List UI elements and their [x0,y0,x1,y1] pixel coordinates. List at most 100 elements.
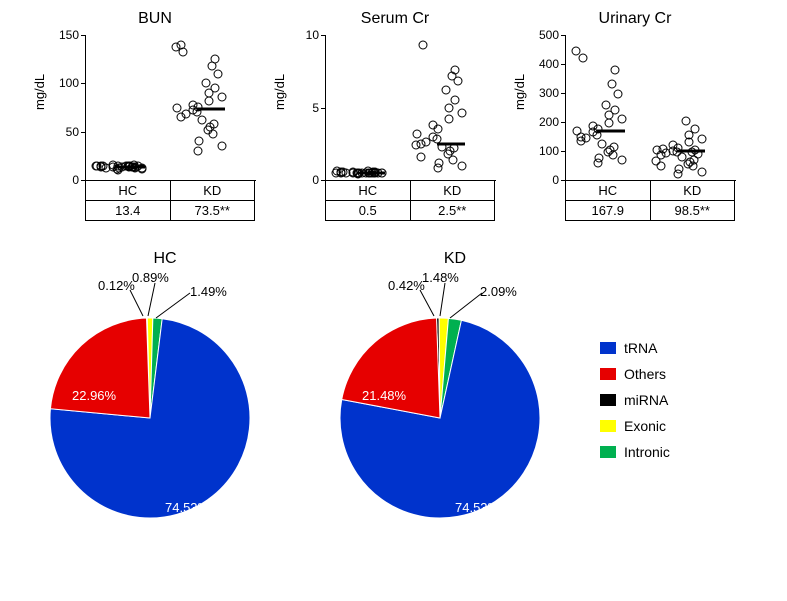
pie-title: HC [40,250,290,268]
median-bar [357,171,385,174]
data-point [690,125,699,134]
group-mean: 2.5** [410,201,495,221]
scatter-title: BUN [40,10,270,28]
data-point [682,116,691,125]
panel-b-row: b HC0.12%0.89%1.49%22.96%74.53%KD0.42%1.… [10,250,777,580]
data-point [598,139,607,148]
ytick-label: 300 [539,86,559,100]
ytick-label: 10 [306,28,319,42]
legend-label: miRNA [624,392,668,408]
ytick-label: 500 [539,28,559,42]
callout-line [440,283,445,316]
data-point [658,144,667,153]
legend-item-trna: tRNA [600,340,670,356]
legend-swatch [600,342,616,354]
ytick-label: 200 [539,115,559,129]
summary-table: HCKD13.473.5** [85,180,255,221]
pie-container: HC0.12%0.89%1.49%22.96%74.53%KD0.42%1.48… [40,250,580,580]
group-label: HC [566,181,651,201]
group-label: HC [86,181,171,201]
callout-line [148,283,155,316]
ytick-label: 0 [72,173,79,187]
median-bar [437,142,465,145]
legend-item-others: Others [600,366,670,382]
data-point [605,119,614,128]
group-label: KD [410,181,495,201]
group-mean: 0.5 [326,201,411,221]
y-axis-label: mg/dL [512,74,527,110]
pie-callout: 2.09% [480,284,517,299]
legend-swatch [600,368,616,380]
ytick-label: 0 [552,173,559,187]
data-point [669,141,678,150]
data-point [411,141,420,150]
data-point [617,156,626,165]
data-point [218,92,227,101]
data-point [613,90,622,99]
pie-svg [40,268,280,548]
pie-callout: 21.48% [362,388,406,403]
pie-svg [330,268,570,548]
data-point [571,46,580,55]
y-axis-label: mg/dL [272,74,287,110]
y-axis-label: mg/dL [32,74,47,110]
pie-callout: 74.53% [165,500,209,515]
data-point [418,41,427,50]
data-point [416,152,425,161]
data-point [450,96,459,105]
data-point [698,135,707,144]
data-point [610,142,619,151]
scatter-title: Serum Cr [280,10,510,28]
data-point [96,163,105,172]
data-point [457,161,466,170]
data-point [211,55,220,64]
data-point [442,86,451,95]
pie-callout: 1.48% [422,270,459,285]
pie-callout: 74.53% [455,500,499,515]
plot-area: 0510 [325,35,496,181]
data-point [611,65,620,74]
group-mean: 167.9 [566,201,651,221]
median-bar [597,130,625,133]
data-point [336,168,345,177]
pie-panel-hc: HC0.12%0.89%1.49%22.96%74.53% [40,250,290,560]
data-point [202,79,211,88]
pie-title: KD [330,250,580,268]
data-point [451,65,460,74]
pie-panel-kd: KD0.42%1.48%2.09%21.48%74.53% [330,250,580,560]
scatter-container: BUNmg/dL050100150HCKD13.473.5**Serum Crm… [40,10,750,250]
legend-swatch [600,446,616,458]
data-point [213,69,222,78]
scatter-panel-serum-cr: Serum Crmg/dL0510HCKD0.52.5** [280,10,510,250]
data-point [445,115,454,124]
group-label: KD [170,181,255,201]
median-bar [117,166,145,169]
data-point [178,48,187,57]
summary-table: HCKD167.998.5** [565,180,735,221]
pie-holder: 0.12%0.89%1.49%22.96%74.53% [40,268,280,548]
panel-a-row: a BUNmg/dL050100150HCKD13.473.5**Serum C… [10,10,777,250]
legend-item-exonic: Exonic [600,418,670,434]
median-bar [677,150,705,153]
group-label: HC [326,181,411,201]
callout-line [130,290,143,316]
group-mean: 73.5** [170,201,255,221]
summary-table: HCKD0.52.5** [325,180,495,221]
legend-label: Others [624,366,666,382]
pie-callout: 22.96% [72,388,116,403]
data-point [210,84,219,93]
data-point [618,115,627,124]
data-point [576,132,585,141]
pie-legend: tRNAOthersmiRNAExonicIntronic [600,340,670,580]
group-mean: 13.4 [86,201,171,221]
group-label: KD [650,181,735,201]
legend-label: Exonic [624,418,666,434]
scatter-title: Urinary Cr [520,10,750,28]
ytick-label: 400 [539,57,559,71]
plot-area: 050100150 [85,35,256,181]
callout-line [450,293,482,318]
plot-area: 0100200300400500 [565,35,736,181]
data-point [608,80,617,89]
ytick-label: 100 [59,76,79,90]
data-point [595,154,604,163]
